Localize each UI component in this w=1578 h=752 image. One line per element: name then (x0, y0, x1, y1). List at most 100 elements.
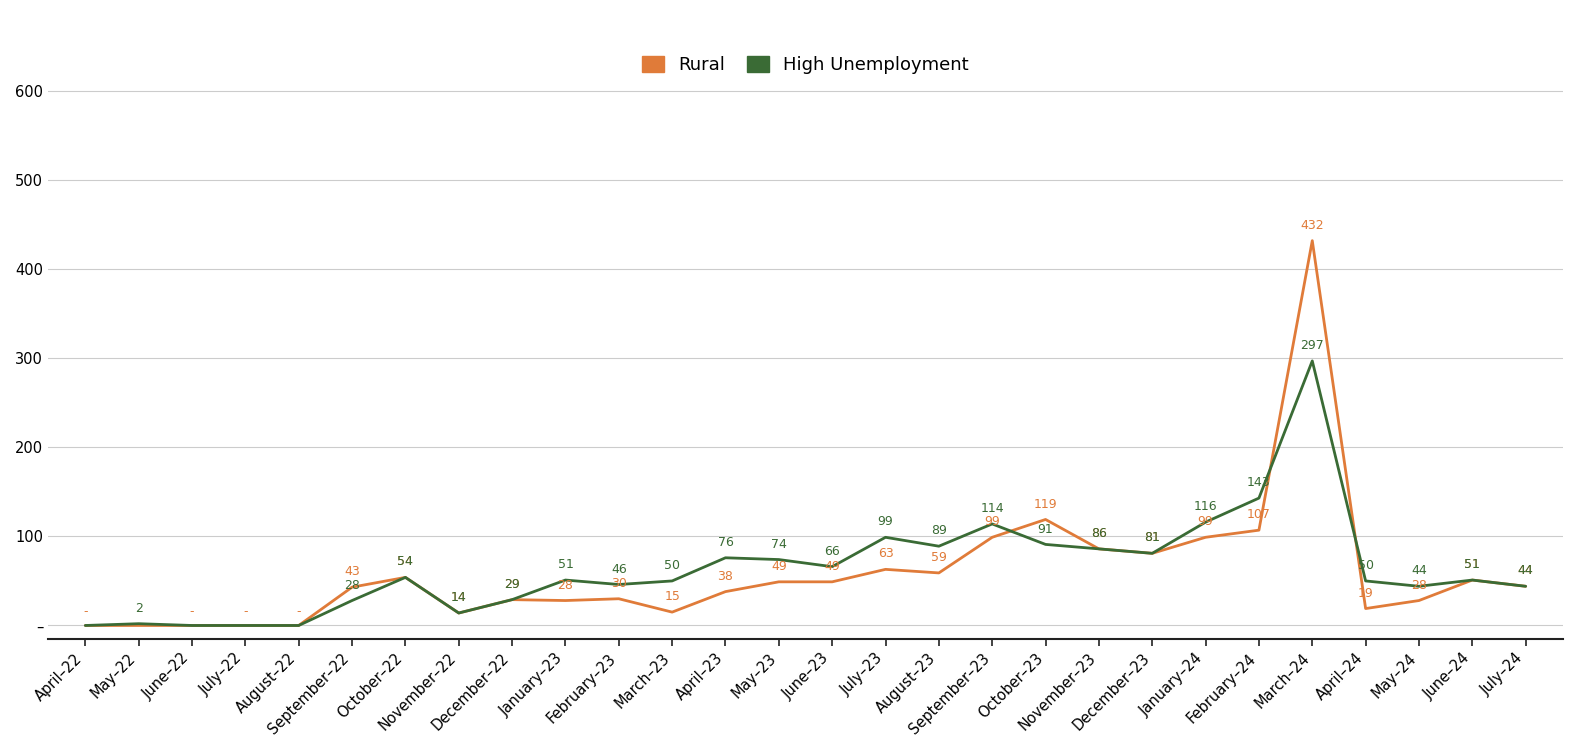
Rural (555, 596, 574, 605)
Rural (235, 621, 254, 630)
Rural (663, 608, 682, 617)
Text: 15: 15 (664, 590, 680, 603)
Text: 432: 432 (1300, 219, 1324, 232)
Rural (1356, 604, 1374, 613)
Text: 28: 28 (557, 578, 573, 592)
Text: 116: 116 (1195, 500, 1217, 513)
Rural (822, 578, 841, 587)
Text: 50: 50 (1357, 559, 1373, 572)
Text: 30: 30 (611, 577, 626, 590)
Text: 89: 89 (931, 524, 947, 537)
High Unemployment (1409, 582, 1428, 591)
Text: 59: 59 (931, 551, 947, 564)
Text: 51: 51 (1464, 558, 1480, 571)
Text: 81: 81 (1144, 532, 1160, 544)
Text: 43: 43 (344, 566, 360, 578)
Text: 19: 19 (1357, 587, 1373, 599)
Text: 91: 91 (1038, 523, 1054, 535)
High Unemployment (663, 577, 682, 586)
Text: 297: 297 (1300, 339, 1324, 352)
Text: 50: 50 (664, 559, 680, 572)
Text: 54: 54 (398, 556, 413, 569)
Text: 107: 107 (1247, 508, 1270, 521)
High Unemployment (450, 608, 469, 617)
High Unemployment (1196, 517, 1215, 526)
Text: 74: 74 (772, 538, 787, 550)
High Unemployment (503, 595, 522, 604)
Rural (1196, 532, 1215, 541)
Text: 29: 29 (505, 578, 521, 591)
High Unemployment (1463, 575, 1482, 584)
High Unemployment (822, 562, 841, 572)
Rural (76, 621, 95, 630)
Legend: Rural, High Unemployment: Rural, High Unemployment (633, 47, 978, 83)
Text: 44: 44 (1518, 564, 1534, 578)
High Unemployment (1142, 549, 1161, 558)
Text: 63: 63 (877, 547, 893, 560)
Rural (929, 569, 948, 578)
Rural (396, 573, 415, 582)
Rural (1409, 596, 1428, 605)
Rural (289, 621, 308, 630)
Rural (129, 621, 148, 630)
High Unemployment (983, 520, 1002, 529)
Rural (342, 583, 361, 592)
Line: Rural: Rural (85, 241, 1526, 626)
Text: 28: 28 (344, 578, 360, 592)
Text: 99: 99 (1198, 515, 1213, 529)
High Unemployment (1250, 493, 1269, 502)
Text: 38: 38 (718, 570, 734, 583)
High Unemployment (609, 580, 628, 589)
Text: 2: 2 (134, 602, 142, 615)
Text: 28: 28 (1411, 578, 1427, 592)
Rural (183, 621, 202, 630)
Text: 114: 114 (980, 502, 1004, 515)
High Unemployment (289, 621, 308, 630)
Text: -: - (189, 605, 194, 618)
Text: -: - (297, 605, 301, 618)
Text: 119: 119 (1034, 498, 1057, 511)
Text: 143: 143 (1247, 476, 1270, 490)
Text: 49: 49 (824, 560, 839, 573)
High Unemployment (716, 553, 735, 562)
Text: 76: 76 (718, 536, 734, 549)
High Unemployment (129, 619, 148, 628)
High Unemployment (929, 541, 948, 550)
Rural (983, 532, 1002, 541)
High Unemployment (1089, 544, 1108, 553)
Text: -: - (243, 605, 248, 618)
Text: 49: 49 (772, 560, 787, 573)
High Unemployment (1356, 577, 1374, 586)
Text: 51: 51 (1464, 558, 1480, 571)
Rural (1303, 236, 1322, 245)
Text: 14: 14 (451, 591, 467, 604)
Rural (1037, 515, 1056, 524)
Text: 29: 29 (505, 578, 521, 591)
Rural (1142, 549, 1161, 558)
Rural (609, 594, 628, 603)
Text: 81: 81 (1144, 532, 1160, 544)
High Unemployment (770, 555, 789, 564)
Text: 44: 44 (1518, 564, 1534, 578)
Rural (876, 565, 895, 574)
High Unemployment (1516, 582, 1535, 591)
High Unemployment (1037, 540, 1056, 549)
Rural (1516, 582, 1535, 591)
High Unemployment (876, 532, 895, 541)
Text: 46: 46 (611, 562, 626, 575)
Text: -: - (84, 605, 87, 618)
Rural (716, 587, 735, 596)
Rural (770, 578, 789, 587)
High Unemployment (396, 573, 415, 582)
Text: 66: 66 (824, 544, 839, 558)
High Unemployment (1303, 356, 1322, 365)
Rural (1250, 526, 1269, 535)
Rural (1089, 544, 1108, 553)
High Unemployment (555, 575, 574, 584)
Text: 99: 99 (985, 515, 1000, 529)
Text: 99: 99 (877, 515, 893, 529)
Text: 54: 54 (398, 556, 413, 569)
High Unemployment (183, 621, 202, 630)
Line: High Unemployment: High Unemployment (85, 361, 1526, 626)
Text: 14: 14 (451, 591, 467, 604)
